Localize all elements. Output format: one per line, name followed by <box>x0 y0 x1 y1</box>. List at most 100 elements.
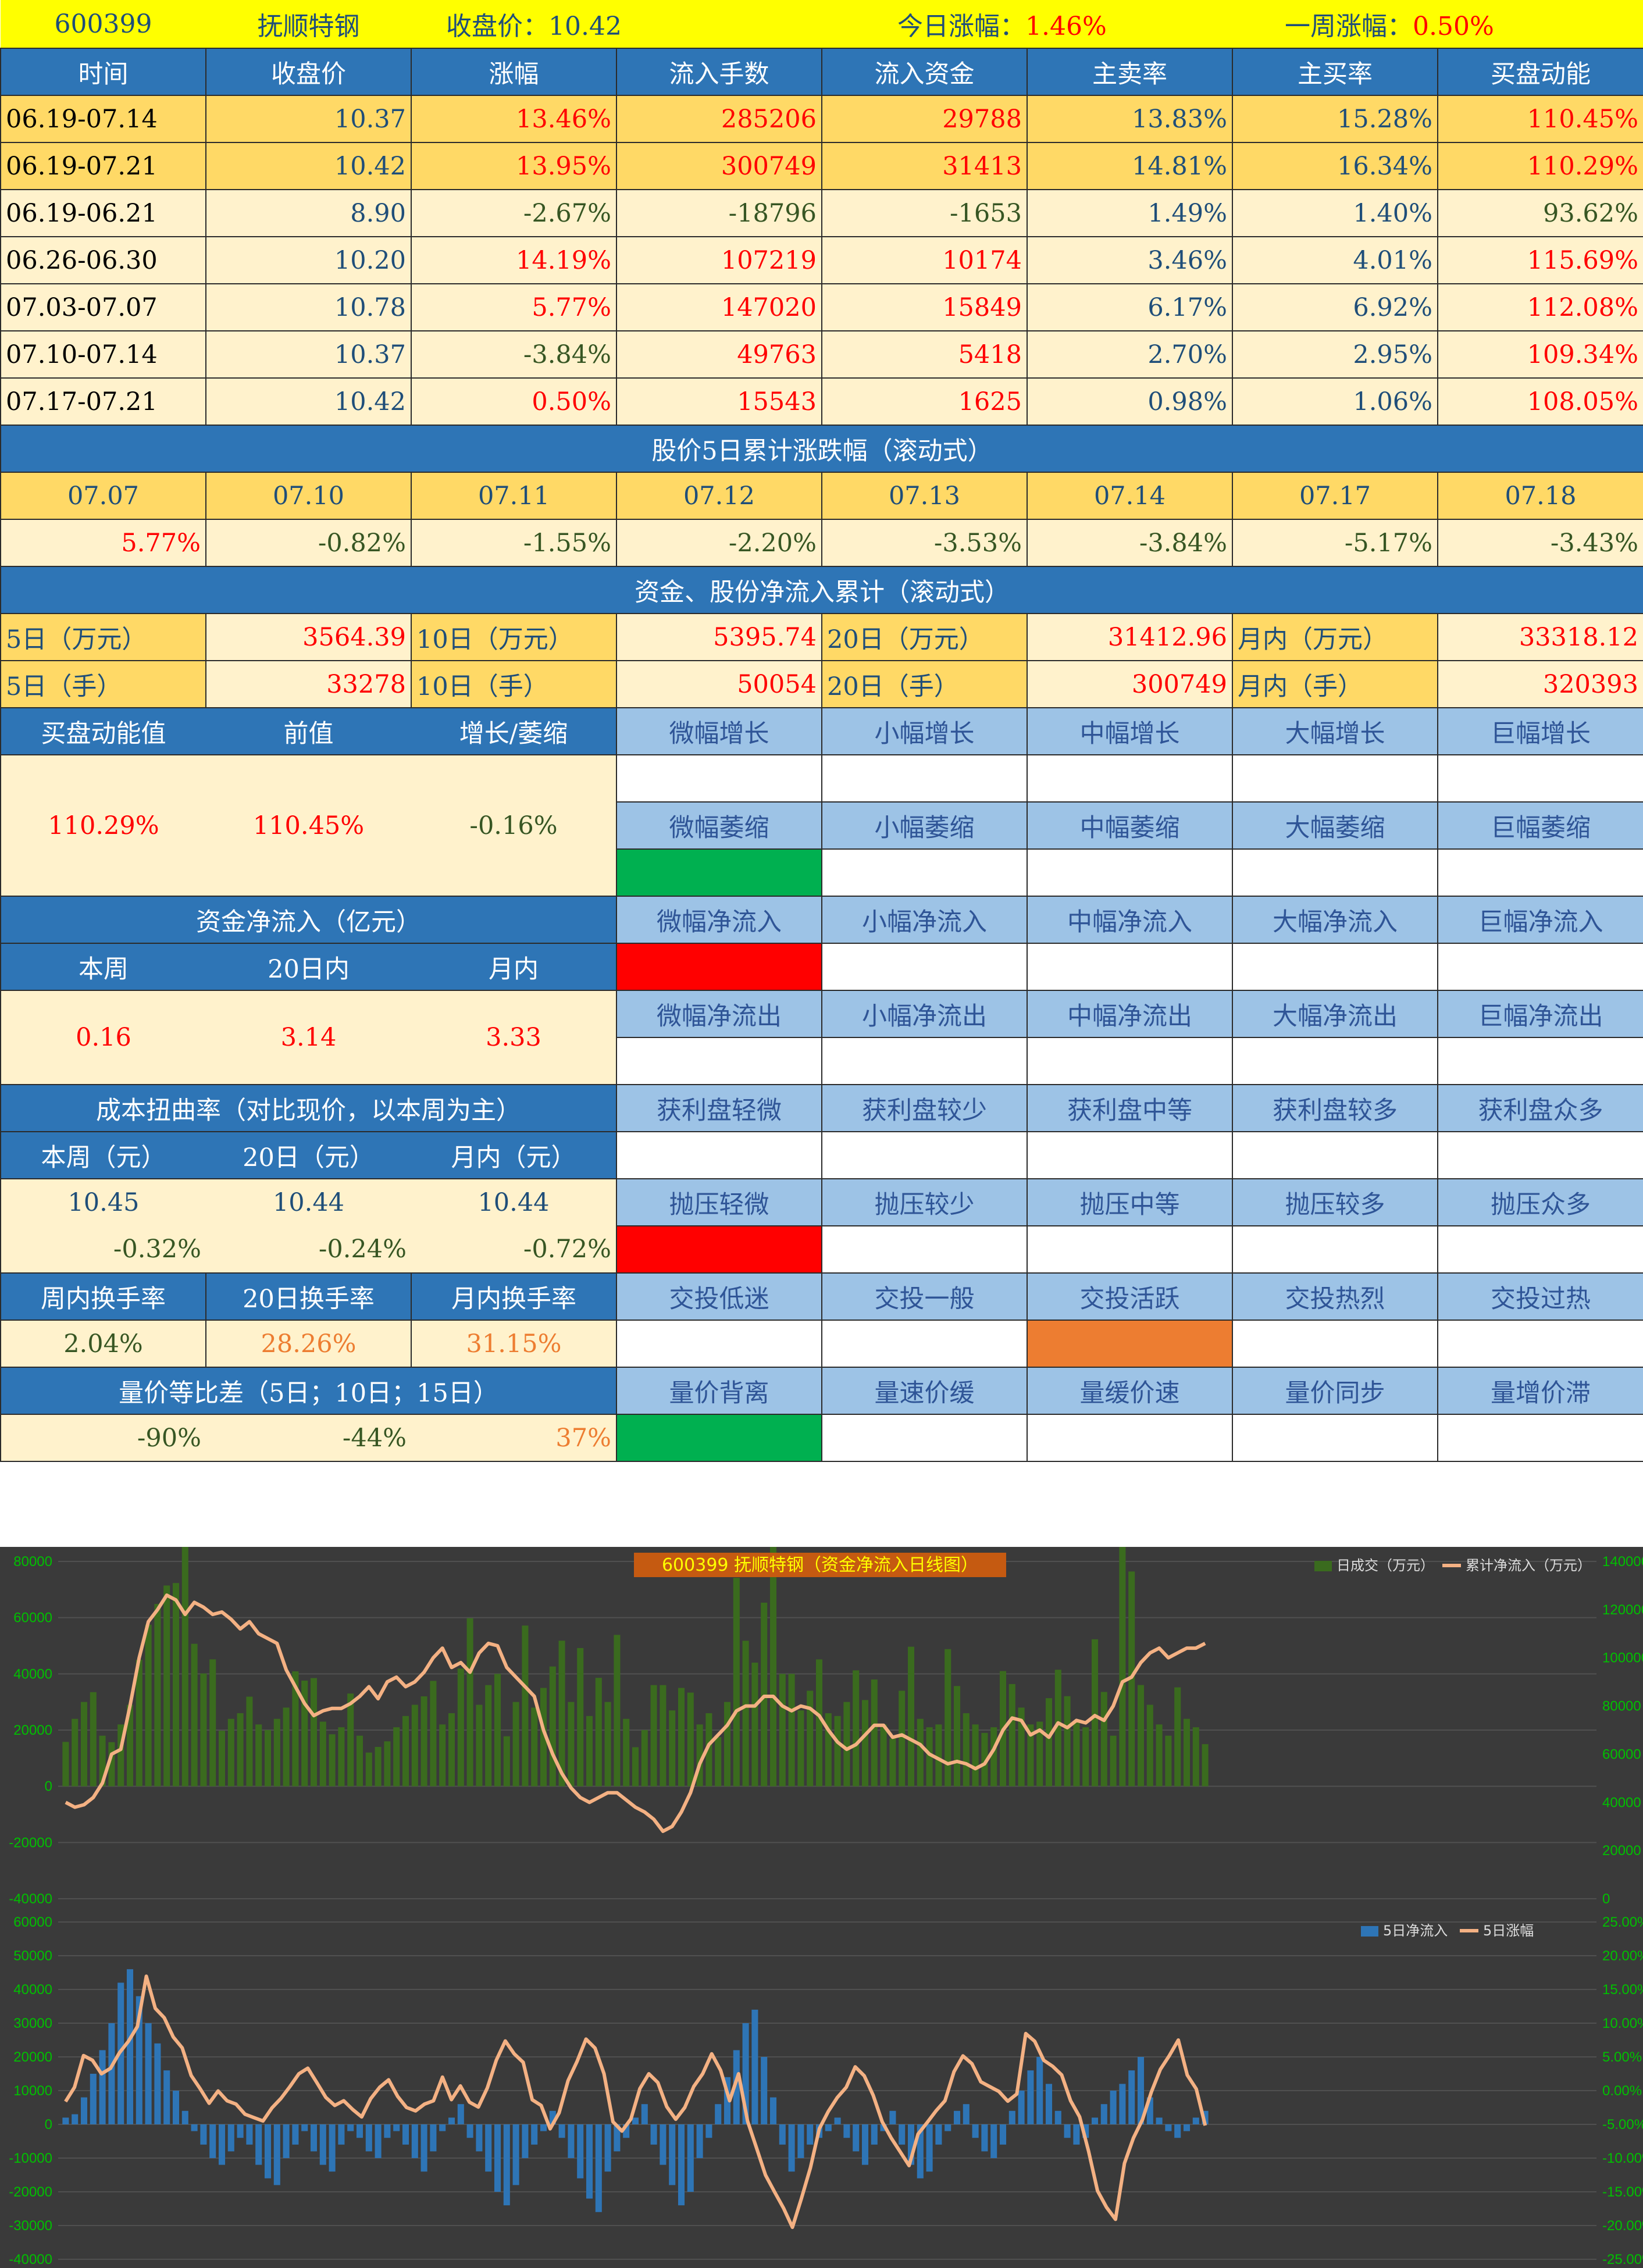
bar <box>255 1724 262 1786</box>
bar <box>1073 2124 1080 2145</box>
inflow-label: 大幅净流入 <box>1232 896 1438 944</box>
bar <box>310 1678 318 1786</box>
y-tick-left: -40000 <box>9 1891 52 1907</box>
y-tick-left: 20000 <box>13 1723 52 1738</box>
bar <box>889 1738 896 1786</box>
row-change: -3.84% <box>411 330 617 379</box>
turnover-header: 周内换手率 <box>0 1272 206 1321</box>
outflow-signal <box>1437 1037 1643 1085</box>
row-buy-rate: 2.95% <box>1232 330 1438 379</box>
col-header-time: 时间 <box>0 48 206 96</box>
bar <box>430 2124 437 2152</box>
momentum-value: 110.29% <box>0 754 206 897</box>
bar <box>62 1742 69 1786</box>
bar <box>807 2124 814 2145</box>
y-tick-left: 50000 <box>13 1948 52 1964</box>
turnover-20d: 28.26% <box>205 1320 412 1368</box>
table-row: 07.10-07.14 10.37 -3.84% 49763 5418 2.70… <box>0 330 1643 379</box>
bar <box>1008 2110 1015 2124</box>
bar <box>1091 2117 1099 2124</box>
chart-title-box <box>634 1553 1006 1577</box>
volprice-label: 量速价缓 <box>821 1367 1028 1415</box>
series-line <box>65 1593 1206 1833</box>
bar <box>347 2124 354 2131</box>
col-header-sell-rate: 主卖率 <box>1027 48 1233 96</box>
bar <box>972 2124 979 2138</box>
bar <box>650 1685 657 1786</box>
rolling5-value: -1.55% <box>411 519 617 567</box>
bar <box>80 1702 88 1786</box>
bar <box>945 1649 951 1786</box>
bar <box>788 2124 795 2172</box>
bar <box>200 2124 207 2145</box>
bar <box>917 2124 924 2178</box>
bar <box>402 2124 409 2145</box>
profit-label: 获利盘轻微 <box>616 1084 822 1132</box>
bar <box>815 1659 823 1786</box>
rolling5-date: 07.17 <box>1232 472 1438 520</box>
bar <box>926 1727 933 1786</box>
cost-header-row: 本周（元） 20日（元） 月内（元） <box>0 1131 1643 1179</box>
week-value: 0.50% <box>1413 12 1494 41</box>
bar <box>945 2124 951 2131</box>
volprice-signal <box>1232 1414 1438 1462</box>
bar <box>209 1659 216 1786</box>
bar <box>568 2124 575 2158</box>
bar <box>430 1681 437 1786</box>
table-row: 06.19-06.21 8.90 -2.67% -18796 -1653 1.4… <box>0 189 1643 237</box>
bar <box>255 2124 262 2165</box>
bar <box>623 1718 630 1786</box>
netflow-label: 月内（万元） <box>1232 613 1438 661</box>
bar <box>356 1735 363 1786</box>
header-row: 600399 抚顺特钢 收盘价：10.42 今日涨幅：1.46% 一周涨幅：0.… <box>1 0 1643 48</box>
series-line <box>64 1974 1207 2229</box>
row-inflow-lots: 147020 <box>616 283 822 331</box>
profit-signal <box>821 1131 1028 1179</box>
bar <box>972 1724 979 1786</box>
netflow-value: 320393 <box>1437 660 1643 708</box>
bar <box>761 1602 768 1786</box>
y-tick-left: 30000 <box>13 2016 52 2031</box>
y-tick-right: -5.00% <box>1602 2117 1643 2133</box>
bar <box>1064 2124 1071 2138</box>
week-label: 一周涨幅： <box>1285 12 1413 41</box>
bar <box>191 2124 198 2131</box>
row-sell-rate: 6.17% <box>1027 283 1233 331</box>
bar <box>660 2124 667 2165</box>
row-buy-momentum: 110.45% <box>1437 95 1643 143</box>
bar <box>117 1724 124 1786</box>
bar <box>393 1727 400 1786</box>
table-row: 06.19-07.14 10.37 13.46% 285206 29788 13… <box>0 95 1643 143</box>
row-inflow-capital: 5418 <box>821 330 1028 379</box>
bar <box>614 1635 621 1786</box>
bar <box>356 2124 363 2138</box>
grow-label: 微幅增长 <box>616 707 822 755</box>
bar <box>669 2124 676 2185</box>
bar <box>880 1724 887 1786</box>
bar <box>145 2023 152 2124</box>
momentum-row-3: 微幅萎缩 小幅萎缩 中幅萎缩 大幅萎缩 巨幅萎缩 <box>1 801 1643 850</box>
bar <box>90 1692 97 1786</box>
y-tick-left: 0 <box>45 1779 52 1795</box>
pressure-signal <box>1232 1225 1438 1274</box>
rolling5-value: -2.20% <box>616 519 822 567</box>
bar <box>292 1671 299 1786</box>
bar <box>769 2097 777 2124</box>
rolling5-date: 07.13 <box>821 472 1028 520</box>
turnover-label: 交投过热 <box>1437 1272 1643 1321</box>
netflow-label: 5日（万元） <box>0 613 206 661</box>
bar <box>365 2124 372 2152</box>
bar <box>788 1674 795 1786</box>
row-close: 10.42 <box>205 377 412 426</box>
cost-20d: 10.44 <box>206 1178 411 1226</box>
rolling5-date: 07.12 <box>616 472 822 520</box>
netflow-lots-row: 5日（手） 33278 10日（手） 50054 20日（手） 300749 月… <box>0 660 1643 708</box>
bar <box>90 2074 97 2124</box>
row-change: 0.50% <box>411 377 617 426</box>
bar <box>191 1643 198 1786</box>
bar <box>705 1713 712 1786</box>
row-inflow-lots: 15543 <box>616 377 822 426</box>
bar <box>953 2110 961 2124</box>
bar <box>843 1702 850 1786</box>
close-value: 10.42 <box>548 12 622 41</box>
